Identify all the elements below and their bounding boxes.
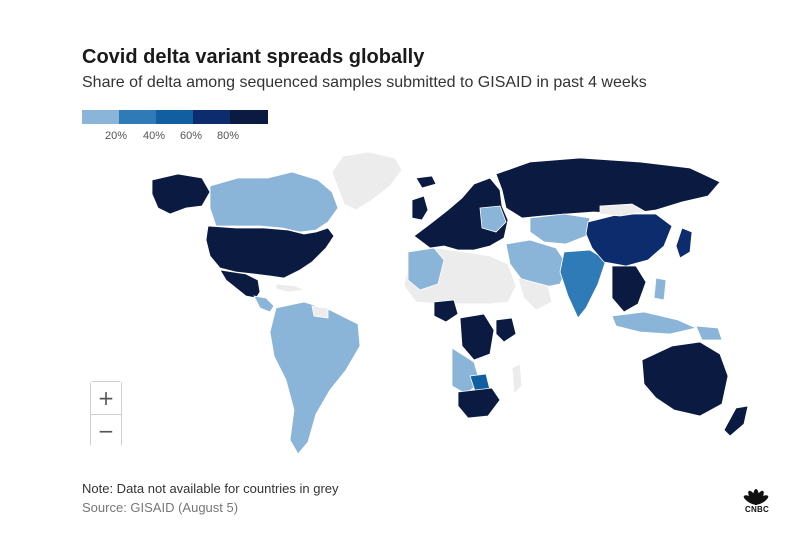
chart-subtitle: Share of delta among sequenced samples s… — [82, 74, 647, 91]
region-guianas[interactable] — [311, 305, 329, 319]
zoom-in-button[interactable]: + — [91, 382, 121, 414]
region-india[interactable] — [559, 249, 607, 319]
region-china[interactable] — [585, 213, 673, 267]
world-choropleth-map[interactable] — [60, 148, 780, 478]
region-canada[interactable] — [209, 171, 339, 233]
zoom-separator — [91, 414, 121, 415]
legend-tick-80: 80% — [217, 130, 240, 142]
region-arabia[interactable] — [517, 277, 553, 311]
region-australia[interactable] — [641, 341, 729, 417]
zoom-controls: + − — [90, 381, 122, 447]
region-nigeria[interactable] — [433, 299, 459, 323]
region-uk[interactable] — [411, 195, 429, 221]
region-central-asia[interactable] — [529, 213, 591, 245]
legend-tick-20: 20% — [105, 130, 128, 142]
region-madagascar[interactable] — [511, 363, 523, 395]
region-central-america[interactable] — [253, 295, 275, 313]
region-europe[interactable] — [413, 177, 509, 251]
zoom-out-button[interactable]: − — [91, 415, 121, 447]
legend-tick-40: 40% — [143, 130, 166, 142]
region-central-africa[interactable] — [459, 313, 495, 361]
footnote: Note: Data not available for countries i… — [82, 481, 339, 496]
legend-bin-60-80 — [193, 110, 230, 124]
region-japan[interactable] — [675, 227, 693, 259]
region-eastern-europe[interactable] — [479, 205, 507, 233]
legend-bin-80-100 — [230, 110, 268, 124]
region-alaska[interactable] — [151, 173, 211, 215]
region-south-america[interactable] — [269, 301, 361, 455]
source-line: Source: GISAID (August 5) — [82, 500, 239, 515]
region-mongolia[interactable] — [599, 203, 648, 217]
legend-tick-60: 60% — [180, 130, 203, 142]
region-kenya[interactable] — [495, 317, 517, 343]
legend-bin-0-20 — [82, 110, 119, 124]
legend-bin-20-40 — [119, 110, 156, 124]
logo-wordmark: CNBC — [745, 505, 769, 514]
region-middle-east[interactable] — [505, 239, 569, 289]
region-new-zealand[interactable] — [723, 405, 749, 437]
region-southeast-asia[interactable] — [611, 265, 647, 313]
region-png[interactable] — [695, 325, 723, 341]
cnbc-peacock-logo-icon — [743, 489, 769, 505]
region-maghreb[interactable] — [407, 247, 445, 291]
chart-title: Covid delta variant spreads globally — [82, 46, 425, 68]
region-greenland[interactable] — [331, 151, 403, 211]
region-russia[interactable] — [495, 157, 721, 219]
region-usa[interactable] — [205, 225, 335, 279]
region-indonesia[interactable] — [611, 311, 698, 335]
region-caribbean[interactable] — [275, 283, 306, 293]
region-iceland[interactable] — [415, 175, 437, 189]
region-south-africa[interactable] — [457, 387, 501, 419]
region-philippines[interactable] — [653, 277, 667, 301]
color-legend: 20% 40% 60% 80% — [82, 108, 282, 142]
legend-bin-40-60 — [156, 110, 193, 124]
